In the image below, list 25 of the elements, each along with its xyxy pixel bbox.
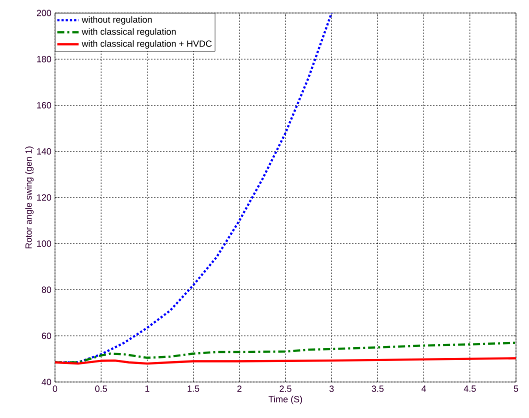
x-axis-title: Time (S) bbox=[268, 396, 302, 404]
y-tick-label: 80 bbox=[42, 286, 52, 293]
y-tick-label: 120 bbox=[37, 194, 52, 201]
x-tick-label: 0.5 bbox=[95, 386, 107, 392]
y-tick-label: 60 bbox=[42, 332, 52, 340]
x-tick-label: 3 bbox=[329, 386, 334, 392]
x-tick-label: 2 bbox=[237, 386, 242, 392]
legend-label: with classical regulation bbox=[82, 28, 176, 37]
x-tick-label: 2.5 bbox=[280, 386, 292, 392]
x-tick-label: 1.5 bbox=[188, 386, 200, 392]
x-tick-label: 4.5 bbox=[464, 386, 476, 392]
y-axis-title: Rotor angle swing (gen 1) bbox=[25, 146, 34, 248]
y-tick-label: 160 bbox=[37, 102, 52, 108]
y-tick-label: 140 bbox=[37, 148, 52, 155]
y-tick-label: 200 bbox=[36, 10, 52, 16]
y-tick-label: 100 bbox=[37, 240, 52, 247]
legend-label: with classical regulation + HVDC bbox=[82, 40, 212, 49]
x-tick-label: 4 bbox=[422, 386, 426, 392]
legend-label: without regulation bbox=[82, 16, 152, 25]
y-tick-label: 40 bbox=[42, 378, 52, 386]
x-tick-label: 3.5 bbox=[372, 386, 384, 392]
x-tick-label: 1 bbox=[145, 386, 150, 392]
y-tick-label: 180 bbox=[37, 56, 52, 62]
x-tick-label: 0 bbox=[52, 386, 58, 392]
x-tick-label: 5 bbox=[514, 386, 518, 392]
